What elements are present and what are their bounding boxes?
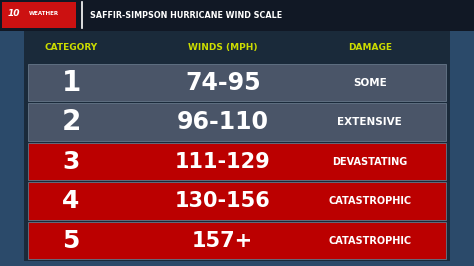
Bar: [28, 103, 446, 141]
Text: 74-95: 74-95: [185, 70, 261, 94]
Bar: [0, 0, 474, 31]
Text: 96-110: 96-110: [177, 110, 269, 134]
Bar: [28, 143, 446, 180]
Text: WEATHER: WEATHER: [29, 11, 59, 16]
Text: SAFFIR-SIMPSON HURRICANE WIND SCALE: SAFFIR-SIMPSON HURRICANE WIND SCALE: [90, 11, 282, 20]
Text: 1: 1: [62, 69, 81, 97]
Text: 3: 3: [63, 149, 80, 174]
Text: CATASTROPHIC: CATASTROPHIC: [328, 236, 411, 246]
Text: SOME: SOME: [353, 78, 387, 88]
Text: 2: 2: [62, 108, 81, 136]
Bar: [28, 64, 446, 101]
Bar: [28, 182, 446, 220]
Text: WINDS (MPH): WINDS (MPH): [188, 43, 257, 52]
Text: 4: 4: [63, 189, 80, 213]
Bar: [2, 2, 76, 28]
Text: 5: 5: [63, 229, 80, 253]
Text: 130-156: 130-156: [175, 191, 271, 211]
Text: CATASTROPHIC: CATASTROPHIC: [328, 196, 411, 206]
Text: DAMAGE: DAMAGE: [348, 43, 392, 52]
Text: 10: 10: [8, 10, 20, 18]
Bar: [28, 222, 446, 259]
Text: 111-129: 111-129: [175, 152, 271, 172]
Text: EXTENSIVE: EXTENSIVE: [337, 117, 402, 127]
Text: DEVASTATING: DEVASTATING: [332, 157, 407, 167]
Text: CATEGORY: CATEGORY: [45, 43, 98, 52]
Text: 157+: 157+: [192, 231, 254, 251]
